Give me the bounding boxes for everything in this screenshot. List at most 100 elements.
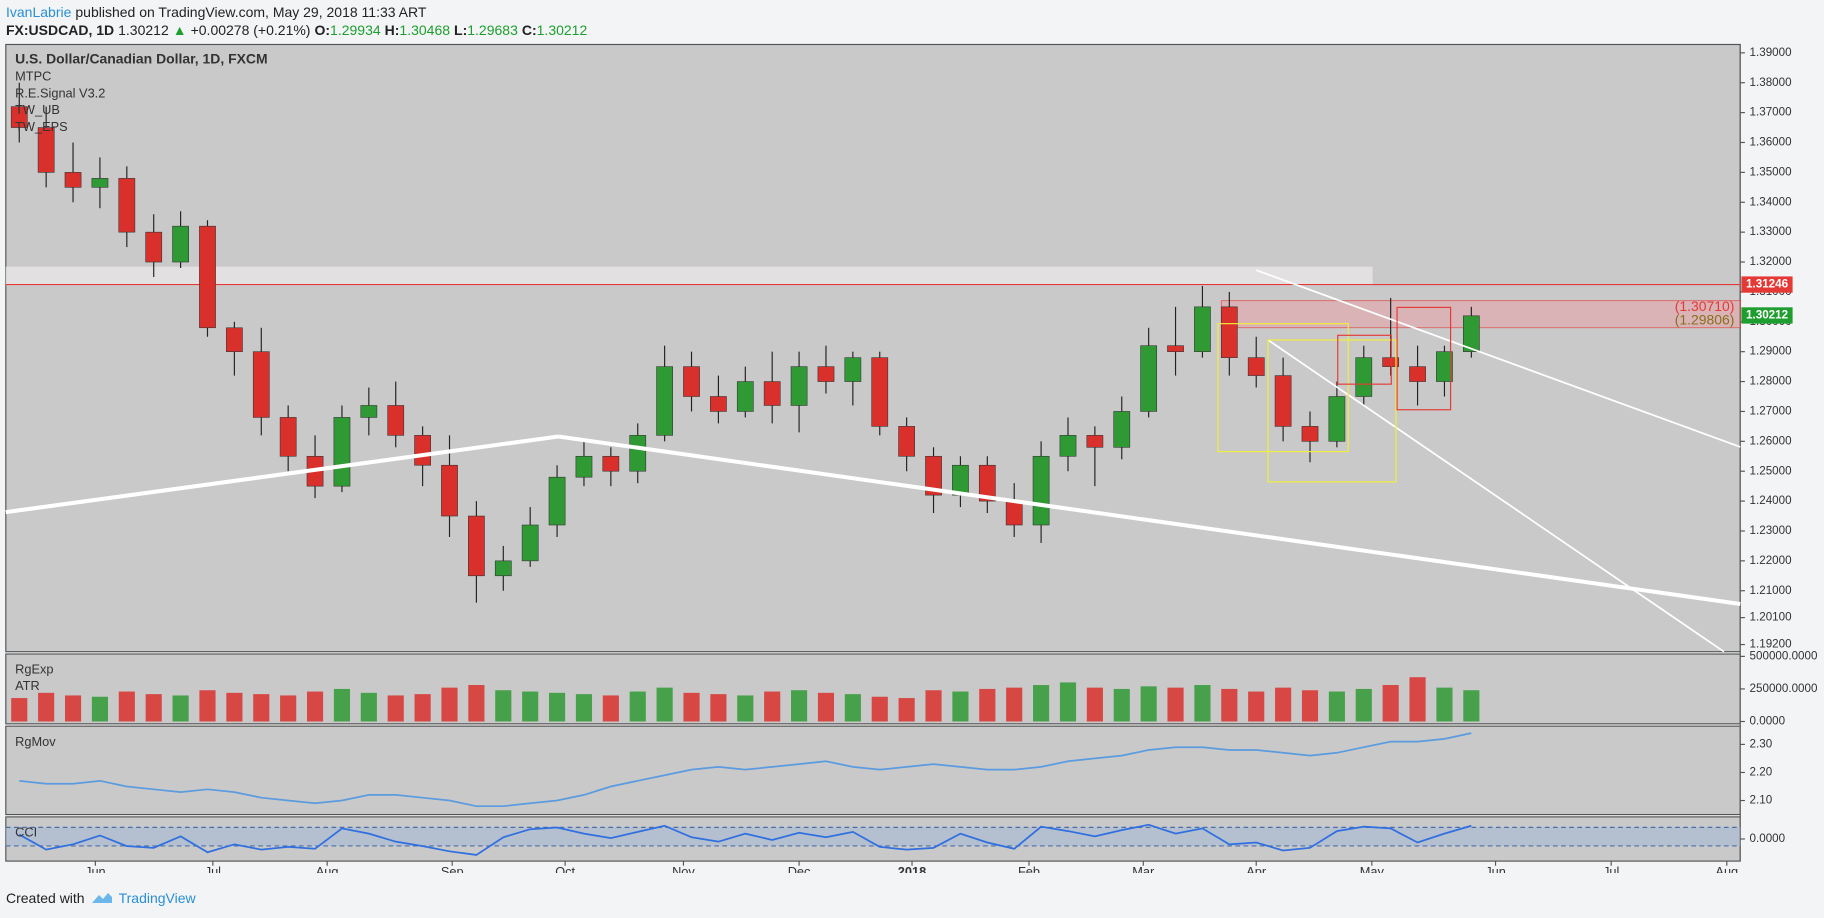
y-tick-label: 1.33000 bbox=[1750, 225, 1793, 238]
candle-body bbox=[1274, 375, 1292, 427]
candle-body bbox=[279, 417, 297, 457]
y-tick-label: 1.39000 bbox=[1750, 46, 1793, 59]
candle-body bbox=[252, 351, 270, 418]
candle-body bbox=[629, 435, 647, 472]
x-tick-label: 2018 bbox=[898, 864, 926, 873]
ohlc-label: C: bbox=[521, 22, 537, 38]
ohlc-label: L: bbox=[454, 22, 468, 38]
y-tick-label: 1.35000 bbox=[1750, 165, 1793, 178]
volume-bar bbox=[1409, 677, 1426, 722]
candle-body bbox=[1194, 306, 1211, 352]
candle-body bbox=[1328, 396, 1346, 442]
ohlc-value: 1.30468 bbox=[399, 22, 451, 38]
candle-body bbox=[1086, 435, 1104, 448]
candle-body bbox=[548, 476, 566, 526]
volume-bar bbox=[306, 691, 324, 722]
candle-body bbox=[91, 178, 109, 188]
trend-line bbox=[5, 434, 559, 515]
candle-body bbox=[978, 464, 996, 502]
volume-bar bbox=[1033, 685, 1050, 722]
y-tick-label: 0.0000 bbox=[1750, 715, 1786, 728]
y-tick-label: 1.36000 bbox=[1750, 136, 1793, 149]
volume-bar bbox=[549, 692, 566, 722]
volume-bar bbox=[333, 688, 351, 722]
volume-bar bbox=[844, 694, 861, 722]
x-tick-label: Aug bbox=[316, 864, 339, 873]
y-tick-label: 1.38000 bbox=[1750, 76, 1793, 89]
price-axis bbox=[1740, 44, 1824, 862]
volume-bar bbox=[710, 694, 727, 722]
y-tick-label: 1.34000 bbox=[1750, 195, 1793, 208]
candle-body bbox=[710, 396, 727, 412]
volume-bar bbox=[1355, 688, 1372, 722]
author[interactable]: IvanLabrie bbox=[6, 4, 72, 20]
volume-bar bbox=[253, 694, 270, 722]
x-tick-label: Jul bbox=[205, 864, 221, 873]
candle-body bbox=[1140, 345, 1158, 412]
zone-label: (1.30710) bbox=[1675, 298, 1735, 314]
indicator-label: R.E.Signal V3.2 bbox=[15, 85, 105, 100]
volume-bar bbox=[871, 696, 888, 722]
candle-body bbox=[844, 357, 862, 382]
volume-bar bbox=[226, 692, 243, 722]
brand[interactable]: TradingView bbox=[118, 890, 196, 906]
y-tick-label: 1.32000 bbox=[1750, 255, 1793, 268]
candle-body bbox=[817, 366, 835, 382]
published: published on TradingView.com, May 29, 20… bbox=[75, 4, 427, 20]
header: IvanLabrie published on TradingView.com,… bbox=[6, 3, 587, 39]
main-layer: 1.39000 1.38000 1.37000 1.36000 1.35000 1.340… bbox=[5, 46, 1818, 873]
volume-bar bbox=[952, 691, 969, 722]
pane-title: RgExp bbox=[15, 662, 53, 677]
candle-body bbox=[1355, 357, 1373, 397]
x-tick-label: Dec bbox=[788, 864, 811, 873]
volume-bar bbox=[91, 696, 108, 722]
y-tick-label: 2.30 bbox=[1750, 737, 1773, 750]
indicator-label: TW_EPS bbox=[15, 119, 68, 134]
pane-title: RgMov bbox=[15, 734, 56, 749]
volume-bar bbox=[1140, 686, 1157, 722]
indicator-label: TW_UB bbox=[15, 102, 60, 117]
pane-subtitle: ATR bbox=[15, 678, 40, 693]
y-tick-label: 2.10 bbox=[1750, 794, 1773, 807]
trend-line bbox=[1267, 339, 1725, 653]
y-tick-label: 1.24000 bbox=[1750, 494, 1793, 507]
y-tick-label: 1.22000 bbox=[1750, 554, 1793, 567]
x-tick-label: Aug bbox=[1715, 864, 1738, 873]
volume-bar bbox=[817, 692, 835, 722]
volume-bar bbox=[145, 694, 162, 722]
candle-body bbox=[1220, 306, 1238, 358]
volume-bar bbox=[38, 692, 55, 722]
trend-line bbox=[558, 434, 1741, 607]
volume-bar bbox=[441, 687, 458, 722]
candle-body bbox=[521, 524, 539, 562]
y-tick-label: 1.20100 bbox=[1750, 611, 1793, 624]
candle-body bbox=[145, 231, 163, 263]
x-tick-label: Oct bbox=[555, 864, 575, 873]
volume-bar bbox=[199, 690, 216, 722]
candle-body bbox=[602, 455, 620, 472]
volume-bar bbox=[64, 695, 82, 722]
symbol: FX:USDCAD, 1D bbox=[6, 22, 115, 38]
volume-bar bbox=[360, 692, 377, 722]
candle-body bbox=[925, 455, 942, 496]
volume-bar bbox=[1301, 690, 1319, 722]
candle-body bbox=[172, 225, 189, 263]
volume-bar bbox=[683, 692, 700, 722]
candle-body bbox=[1409, 366, 1426, 382]
volume-bar bbox=[118, 691, 135, 722]
x-tick-label: Jun bbox=[1485, 864, 1506, 873]
volume-bar bbox=[1463, 690, 1480, 722]
candle-body bbox=[683, 366, 700, 397]
volume-bar bbox=[1006, 687, 1023, 722]
volume-bar bbox=[414, 694, 431, 722]
y-tick-label: 1.27000 bbox=[1750, 405, 1793, 418]
chart-title: U.S. Dollar/Canadian Dollar, 1D, FXCM bbox=[15, 50, 267, 66]
pattern-box bbox=[1396, 306, 1452, 411]
candle-body bbox=[441, 464, 458, 517]
candle-body bbox=[360, 405, 378, 418]
candle-body bbox=[656, 366, 673, 436]
candle-body bbox=[1436, 351, 1453, 382]
volume-bar bbox=[764, 691, 781, 722]
candle-body bbox=[1247, 357, 1265, 376]
volume-bar bbox=[925, 690, 942, 722]
